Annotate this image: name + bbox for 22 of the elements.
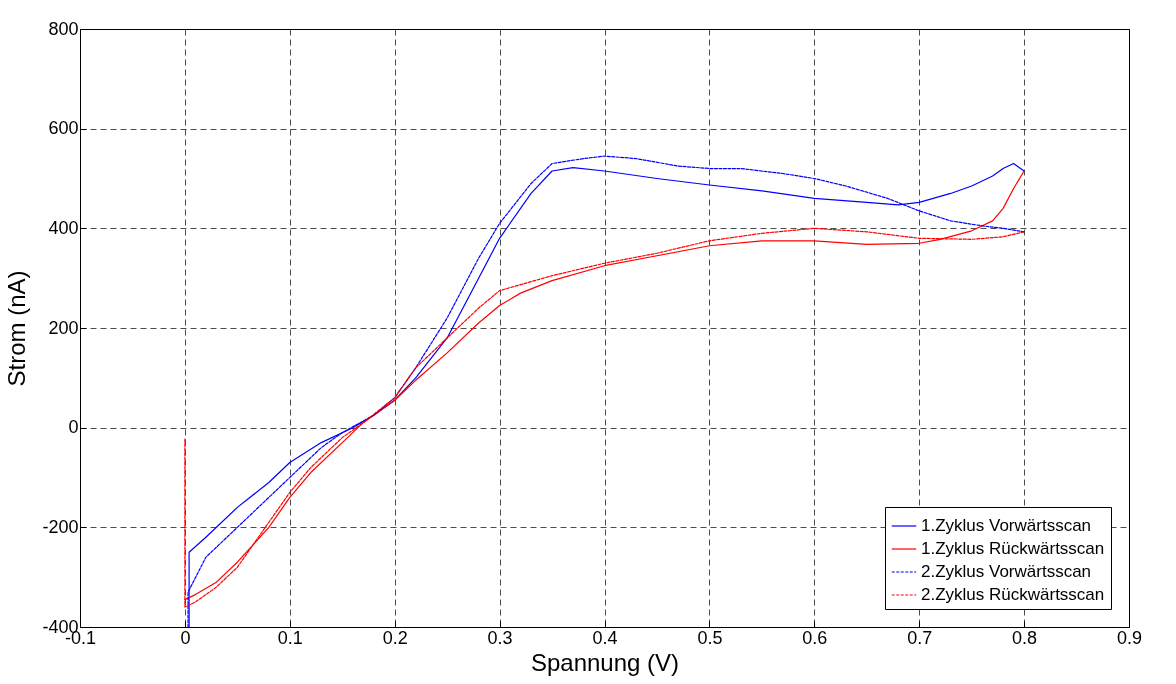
x-tick-label: 0.1: [277, 627, 303, 648]
x-tick-label: 0.3: [487, 627, 513, 648]
y-tick-label: -200: [42, 516, 79, 537]
x-tick-label: 0: [180, 627, 191, 648]
x-tick-label: 0.2: [382, 627, 408, 648]
x-tick-label: 0.4: [592, 627, 618, 648]
x-axis-title: Spannung (V): [530, 648, 680, 676]
x-tick-label: 0.9: [1116, 627, 1143, 648]
legend-label: 1.Zyklus Rückwärtsscan: [921, 539, 1105, 558]
x-tick-label: 0.8: [1012, 627, 1038, 648]
y-tick-label: 800: [48, 18, 79, 39]
x-tick-label: 0.6: [802, 627, 828, 648]
y-tick-label: 400: [48, 217, 79, 238]
y-tick-label: 200: [48, 317, 79, 338]
x-tick-label: 0.5: [697, 627, 723, 648]
legend-label: 2.Zyklus Vorwärtsscan: [921, 562, 1092, 581]
y-tick-label: 0: [68, 417, 79, 438]
y-tick-label: 600: [48, 118, 79, 139]
legend-label: 2.Zyklus Rückwärtsscan: [921, 585, 1105, 604]
legend-label: 1.Zyklus Vorwärtsscan: [921, 516, 1092, 535]
x-tick-label: 0.7: [907, 627, 933, 648]
y-axis-title: Strom (nA): [3, 270, 31, 387]
